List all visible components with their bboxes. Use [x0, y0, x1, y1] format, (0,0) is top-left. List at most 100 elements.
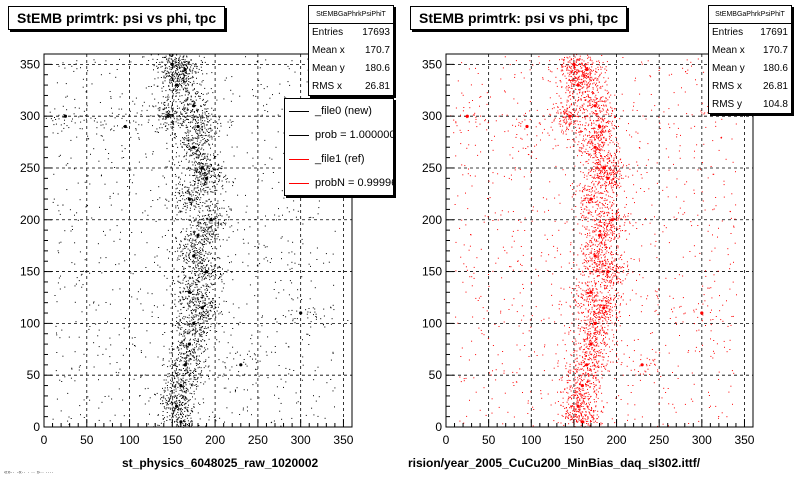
scatter-dot [218, 222, 220, 224]
scatter-dot [186, 140, 188, 142]
scatter-dot [561, 106, 563, 108]
scatter-dot [197, 91, 199, 93]
scatter-dot [566, 99, 568, 101]
scatter-dot [198, 253, 200, 255]
scatter-dot [170, 71, 172, 73]
scatter-dot [260, 84, 262, 85]
scatter-dot [83, 270, 84, 272]
scatter-dot [190, 384, 192, 386]
scatter-dot [209, 166, 211, 168]
scatter-dot [197, 154, 199, 155]
scatter-dot [197, 157, 199, 159]
scatter-dot [161, 364, 163, 366]
scatter-dot [175, 70, 177, 71]
scatter-dot [194, 314, 196, 316]
scatter-dot [152, 58, 154, 60]
scatter-dot [577, 83, 579, 84]
scatter-dot [199, 301, 201, 303]
scatter-dot [175, 396, 177, 397]
scatter-dot [197, 111, 198, 113]
scatter-dot [206, 230, 208, 232]
scatter-dot [242, 261, 244, 263]
scatter-dot [597, 142, 599, 144]
scatter-dot [165, 379, 167, 381]
scatter-dot [200, 253, 202, 255]
scatter-dot [174, 112, 176, 114]
scatter-dot [191, 424, 193, 426]
scatter-dot [292, 320, 294, 322]
scatter-dot [180, 211, 181, 213]
scatter-dot [206, 200, 208, 202]
scatter-dot [605, 114, 607, 116]
scatter-dot [200, 121, 202, 123]
scatter-dot [278, 208, 279, 210]
scatter-dot [573, 104, 575, 106]
scatter-dot [191, 161, 193, 163]
scatter-dot [567, 100, 569, 102]
scatter-dot [85, 206, 87, 208]
scatter-dot [183, 399, 185, 401]
scatter-dot [199, 328, 201, 330]
scatter-dot [607, 121, 609, 123]
scatter-dot [584, 128, 585, 130]
scatter-dot [181, 147, 183, 148]
scatter-dot [199, 176, 201, 178]
scatter-dot [605, 125, 607, 127]
scatter-dot [255, 358, 257, 360]
scatter-dot [172, 121, 174, 123]
scatter-dot [294, 71, 296, 73]
scatter-dot [179, 287, 181, 289]
scatter-dot [591, 60, 593, 62]
scatter-dot [207, 366, 209, 368]
scatter-dot [171, 417, 173, 419]
scatter-dot [118, 263, 120, 265]
scatter-dot [192, 117, 194, 119]
scatter-dot [190, 184, 192, 186]
scatter-dot [589, 119, 591, 121]
scatter-dot [316, 259, 318, 260]
scatter-dot [224, 421, 225, 423]
scatter-dot [170, 401, 172, 403]
scatter-dot [184, 59, 186, 61]
scatter-dot [211, 283, 213, 285]
scatter-dot [212, 302, 214, 304]
scatter-dot [588, 86, 590, 88]
scatter-dot [166, 199, 168, 201]
scatter-dot [152, 153, 154, 155]
scatter-dot [198, 280, 199, 282]
scatter-dot [221, 279, 223, 281]
scatter-dot [177, 372, 179, 373]
scatter-dot [196, 261, 198, 263]
scatter-dot [197, 341, 199, 343]
scatter-dot [81, 286, 83, 288]
scatter-dot [210, 323, 212, 325]
scatter-dot [192, 75, 194, 77]
scatter-dot [570, 63, 572, 65]
scatter-dot [170, 126, 172, 128]
scatter-dot [193, 393, 195, 395]
scatter-dot [320, 318, 322, 320]
y-tick-label: 250 [20, 161, 40, 175]
scatter-dot [227, 255, 229, 257]
scatter-dot [128, 194, 130, 196]
scatter-dot [199, 173, 201, 175]
scatter-dot [245, 194, 246, 196]
scatter-dot [214, 168, 216, 170]
scatter-dot [176, 402, 178, 404]
scatter-dot [164, 126, 166, 127]
scatter-dot [188, 109, 189, 111]
scatter-dot [570, 104, 572, 106]
scatter-dot [563, 131, 564, 133]
scatter-dot [206, 173, 208, 175]
scatter-dot [561, 86, 563, 88]
scatter-dot [165, 166, 167, 168]
scatter-dot [192, 180, 194, 182]
scatter-dot [602, 126, 604, 128]
scatter-dot [192, 381, 194, 383]
scatter-dot [131, 232, 133, 233]
scatter-dot [184, 94, 186, 96]
scatter-dot [591, 106, 593, 108]
scatter-dot [559, 118, 561, 120]
scatter-dot [200, 327, 202, 329]
scatter-dot [167, 62, 169, 64]
